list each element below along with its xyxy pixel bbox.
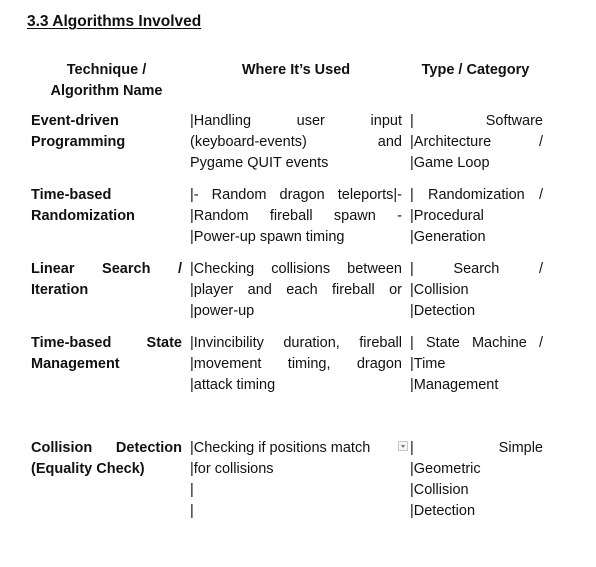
- cell-line: |: [190, 503, 194, 519]
- cell-line: |Checking collisions between: [190, 261, 402, 277]
- table-row: Linear Search / Iteration |Checking coll…: [27, 257, 545, 331]
- cell-line: |Collision: [410, 282, 469, 298]
- table-row: Time-based Randomization |- Random drago…: [27, 183, 545, 257]
- cell-line: | State Machine /: [410, 335, 543, 351]
- cell-line: |: [190, 482, 194, 498]
- cell-line: |Random fireball spawn -: [190, 208, 402, 224]
- technique-cell: Time-based State Management: [31, 335, 182, 372]
- cell-line: | Search /: [410, 261, 543, 277]
- where-cell: |Handling user input (keyboard-events) a…: [186, 109, 406, 183]
- cell-line: |Geometric: [410, 461, 481, 477]
- cell-line: |Detection: [410, 503, 476, 519]
- cell-line: |movement timing, dragon: [190, 356, 402, 372]
- cell-line: |Invincibility duration, fireball: [190, 335, 402, 351]
- header-technique: Technique / Algorithm Name: [50, 62, 163, 99]
- cell-line: Linear Search / Iteration: [31, 261, 182, 298]
- cell-line: |Power-up spawn timing: [190, 229, 345, 245]
- category-cell: | Randomization / |Procedural |Generatio…: [406, 183, 545, 257]
- technique-cell: Time-based Randomization: [31, 187, 135, 224]
- cell-line: |Detection: [410, 303, 476, 319]
- header-where-used: Where It’s Used: [241, 62, 351, 78]
- technique-cell: Linear Search / Iteration: [27, 257, 186, 331]
- cell-line: |Time: [410, 356, 446, 372]
- cell-line: |Game Loop: [410, 155, 490, 171]
- category-cell: | Search / |Collision |Detection: [406, 257, 545, 331]
- cell-line: |Handling user input: [190, 113, 402, 129]
- cell-line: |Checking if positions match: [190, 438, 408, 459]
- cell-line: Pygame QUIT events: [190, 155, 329, 171]
- cell-line: |Generation: [410, 229, 486, 245]
- cell-line: | Randomization /: [410, 187, 543, 203]
- dropdown-arrow-icon[interactable]: [398, 441, 408, 451]
- cell-line: |- Random dragon teleports|-: [190, 187, 402, 203]
- section-heading: 3.3 Algorithms Involved: [27, 13, 202, 30]
- algorithms-table: Technique / Algorithm Name Where It’s Us…: [27, 58, 545, 531]
- technique-cell: Collision Detection (Equality Check): [31, 440, 182, 477]
- cell-line: | Software: [410, 113, 543, 129]
- cell-line: |for collisions: [190, 461, 274, 477]
- header-type-category: Type / Category: [421, 62, 530, 78]
- where-cell: |- Random dragon teleports|- |Random fir…: [186, 183, 406, 257]
- cell-line: (keyboard-events) and: [190, 134, 402, 150]
- where-cell: |Checking collisions between |player and…: [186, 257, 406, 331]
- category-cell: | State Machine / |Time |Management: [406, 331, 545, 436]
- category-cell: | Software |Architecture / |Game Loop: [406, 109, 545, 183]
- cell-line: | Simple: [410, 440, 543, 456]
- category-cell: | Simple |Geometric |Collision |Detectio…: [406, 436, 545, 531]
- cell-line: |player and each fireball or: [190, 282, 402, 298]
- cell-line: |Collision: [410, 482, 469, 498]
- cell-text: |Checking if positions match: [190, 440, 371, 456]
- cell-line: |Procedural: [410, 208, 484, 224]
- where-cell: |Checking if positions match |for collis…: [186, 436, 408, 531]
- cell-line: |power-up: [190, 303, 255, 319]
- technique-cell: Event-driven Programming: [31, 113, 126, 150]
- table-header-row: Technique / Algorithm Name Where It’s Us…: [27, 58, 545, 109]
- table-row: Time-based State Management |Invincibili…: [27, 331, 545, 436]
- cell-line: |Management: [410, 377, 499, 393]
- cell-line: |attack timing: [190, 377, 276, 393]
- where-cell: |Invincibility duration, fireball |movem…: [186, 331, 406, 436]
- table-row: Collision Detection (Equality Check) |Ch…: [27, 436, 545, 531]
- table-row: Event-driven Programming |Handling user …: [27, 109, 545, 183]
- cell-line: |Architecture /: [410, 134, 543, 150]
